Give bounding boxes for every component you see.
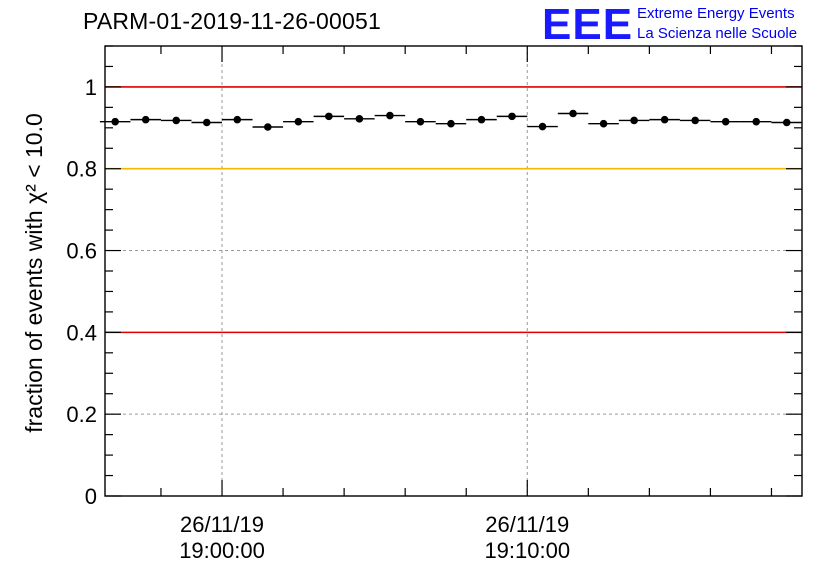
data-point xyxy=(477,115,486,124)
reference-lines xyxy=(105,86,802,334)
data-point xyxy=(721,117,730,126)
data-point xyxy=(538,122,547,131)
data-point xyxy=(264,123,272,131)
axis-ticks xyxy=(105,45,802,497)
data-point xyxy=(599,119,608,128)
logo-text-line2: La Scienza nelle Scuole xyxy=(637,25,798,42)
axes-frame xyxy=(104,45,803,497)
data-point xyxy=(386,111,394,120)
data-point xyxy=(325,112,333,121)
data-point xyxy=(782,118,791,127)
x-tick-label: 19:00:00 xyxy=(179,538,265,563)
eee-logo: EEE Extreme Energy Events La Scienza nel… xyxy=(542,0,832,49)
y-tick-label: 0.8 xyxy=(66,157,97,182)
x-tick-label: 26/11/19 xyxy=(485,512,569,537)
data-point xyxy=(447,119,455,128)
data-point xyxy=(233,115,242,124)
y-tick-label: 0.4 xyxy=(66,320,97,345)
data-point xyxy=(141,115,150,124)
y-tick-label: 0.2 xyxy=(66,402,97,427)
logo-mark: EEE xyxy=(542,0,634,49)
data-point xyxy=(691,116,699,125)
y-tick-label: 0.6 xyxy=(66,239,97,264)
data-point xyxy=(508,112,516,121)
x-tick-label: 19:10:00 xyxy=(484,538,570,563)
page-title: PARM-01-2019-11-26-00051 xyxy=(83,8,382,34)
data-point xyxy=(172,116,181,125)
plot-frame xyxy=(104,45,803,497)
logo-text-line1: Extreme Energy Events xyxy=(637,5,795,22)
y-tick-label: 1 xyxy=(85,75,97,100)
y-axis-label: fraction of events with χ² < 10.0 xyxy=(21,113,47,433)
data-point xyxy=(416,117,425,126)
data-point xyxy=(630,116,638,125)
grid xyxy=(105,46,802,496)
data-point xyxy=(202,118,211,127)
y-tick-label: 0 xyxy=(85,484,97,509)
data-point xyxy=(355,115,364,123)
data-point xyxy=(660,115,669,124)
axis-labels: 00.20.40.60.8126/11/1919:00:0026/11/1919… xyxy=(21,75,570,563)
data-point xyxy=(569,109,577,118)
x-tick-label: 26/11/19 xyxy=(180,512,264,537)
data-point xyxy=(111,117,119,126)
data-series xyxy=(99,109,802,131)
data-point xyxy=(752,117,761,126)
data-point xyxy=(294,117,303,126)
